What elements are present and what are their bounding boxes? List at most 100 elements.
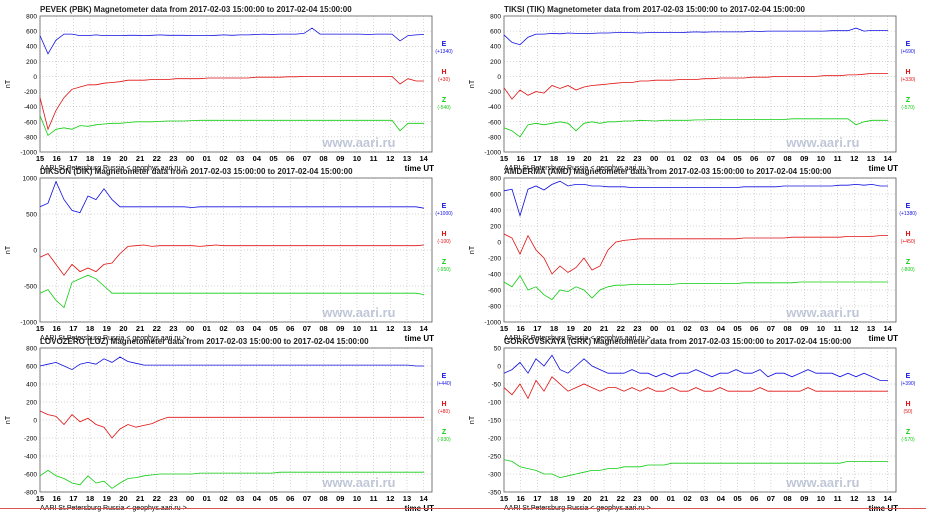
- legend-name-Z: Z: [906, 259, 911, 266]
- x-tick-label: 05: [269, 494, 277, 503]
- y-tick-label: 800: [26, 14, 37, 21]
- x-tick-label: 16: [53, 324, 61, 333]
- x-tick-label: 13: [867, 494, 875, 503]
- y-tick-label: -600: [24, 472, 37, 479]
- x-tick-label: 00: [650, 494, 658, 503]
- y-tick-label: -50: [492, 382, 502, 389]
- x-tick-label: 08: [319, 324, 327, 333]
- x-tick-label: 07: [767, 154, 775, 163]
- x-tick-label: 13: [867, 324, 875, 333]
- legend-offset-Z: (-800): [901, 267, 915, 273]
- x-tick-label: 02: [683, 154, 691, 163]
- x-tick-label: 17: [533, 324, 541, 333]
- x-tick-label: 23: [169, 154, 177, 163]
- x-tick-label: 07: [303, 494, 311, 503]
- y-tick-label: 400: [490, 44, 501, 51]
- x-tick-label: 22: [617, 494, 625, 503]
- x-tick-label: 14: [883, 154, 892, 163]
- x-tick-label: 02: [219, 324, 227, 333]
- plot-frame: [503, 15, 897, 153]
- y-tick-label: -250: [488, 454, 501, 461]
- x-tick-label: 21: [600, 324, 608, 333]
- x-tick-label: 09: [800, 154, 808, 163]
- legend-offset-H: (-100): [437, 239, 451, 245]
- x-tick-label: 05: [733, 324, 741, 333]
- y-tick-label: -200: [488, 89, 501, 96]
- x-tick-label: 14: [419, 324, 428, 333]
- series-line-H: [39, 244, 425, 276]
- x-tick-label: 09: [336, 494, 344, 503]
- x-tick-label: 18: [86, 494, 94, 503]
- y-tick-label: 0: [497, 364, 501, 371]
- x-tick-label: 18: [550, 324, 558, 333]
- x-tick-label: 06: [750, 324, 758, 333]
- legend-offset-E: (+1380): [899, 211, 917, 217]
- legend-name-E: E: [906, 41, 911, 48]
- y-tick-label: -800: [488, 134, 501, 141]
- x-tick-label: 04: [717, 154, 726, 163]
- y-tick-label: 200: [490, 224, 501, 231]
- legend-offset-E: (+1340): [435, 49, 453, 55]
- x-tick-label: 13: [403, 494, 411, 503]
- x-tick-label: 12: [850, 494, 858, 503]
- x-tick-label: 20: [119, 324, 127, 333]
- y-tick-label: 600: [26, 364, 37, 371]
- x-tick-label: 21: [136, 494, 144, 503]
- legend-name-E: E: [442, 373, 447, 380]
- x-tick-label: 10: [353, 494, 361, 503]
- x-tick-label: 05: [269, 154, 277, 163]
- x-tick-label: 21: [136, 324, 144, 333]
- x-tick-label: 17: [69, 324, 77, 333]
- footer-credit: AARI St.Petersburg Russia < geophys.aari…: [504, 165, 651, 172]
- panel-3: AMDERMA (AMD) Magnetometer data from 201…: [469, 167, 917, 343]
- y-tick-label: 200: [490, 59, 501, 66]
- x-tick-label: 17: [533, 154, 541, 163]
- panel-title: AMDERMA (AMD) Magnetometer data from 201…: [504, 167, 832, 176]
- x-tick-label: 22: [153, 154, 161, 163]
- x-tick-label: 09: [336, 154, 344, 163]
- y-axis-label: nT: [469, 245, 476, 254]
- y-tick-label: -1000: [20, 150, 37, 157]
- legend-name-H: H: [441, 231, 446, 238]
- x-tick-label: 01: [203, 494, 211, 503]
- x-tick-label: 15: [36, 154, 44, 163]
- bottom-divider: [0, 508, 926, 509]
- x-tick-label: 14: [883, 494, 892, 503]
- legend-name-E: E: [442, 41, 447, 48]
- y-tick-label: -800: [24, 134, 37, 141]
- legend-offset-Z: (-570): [901, 105, 915, 111]
- x-tick-label: 08: [319, 494, 327, 503]
- series-line-H: [39, 410, 424, 439]
- x-tick-label: 12: [386, 494, 394, 503]
- legend-offset-Z: (-540): [437, 105, 451, 111]
- x-tick-label: 23: [633, 324, 641, 333]
- x-tick-label: 14: [419, 494, 428, 503]
- panel-title: GORKOVSKAYA (GRK) Magnetometer data from…: [504, 337, 852, 346]
- watermark-text: www.aari.ru: [785, 475, 859, 490]
- series-line-E: [39, 27, 425, 55]
- legend-offset-Z: (-570): [901, 437, 915, 443]
- x-tick-label: 18: [86, 154, 94, 163]
- y-tick-label: 500: [26, 212, 37, 219]
- panel-title: DIKSON (DIK) Magnetometer data from 2017…: [40, 167, 353, 176]
- x-tick-label: 09: [800, 324, 808, 333]
- x-tick-label: 02: [683, 494, 691, 503]
- series-line-E: [503, 27, 888, 46]
- x-tick-label: 23: [633, 494, 641, 503]
- y-tick-label: 400: [26, 382, 37, 389]
- x-tick-label: 10: [817, 494, 825, 503]
- y-tick-label: -400: [488, 272, 501, 279]
- y-tick-label: 0: [33, 418, 37, 425]
- x-tick-label: 11: [834, 154, 842, 163]
- y-tick-label: 600: [490, 29, 501, 36]
- x-tick-label: 10: [817, 154, 825, 163]
- x-tick-label: 18: [86, 324, 94, 333]
- x-tick-label: 18: [550, 494, 558, 503]
- x-tick-label: 17: [69, 494, 77, 503]
- x-tick-label: 05: [733, 494, 741, 503]
- y-tick-label: 800: [490, 176, 501, 183]
- x-tick-label: 02: [219, 494, 227, 503]
- panel-0: PEVEK (PBK) Magnetometer data from 2017-…: [5, 5, 453, 173]
- x-tick-label: 10: [353, 154, 361, 163]
